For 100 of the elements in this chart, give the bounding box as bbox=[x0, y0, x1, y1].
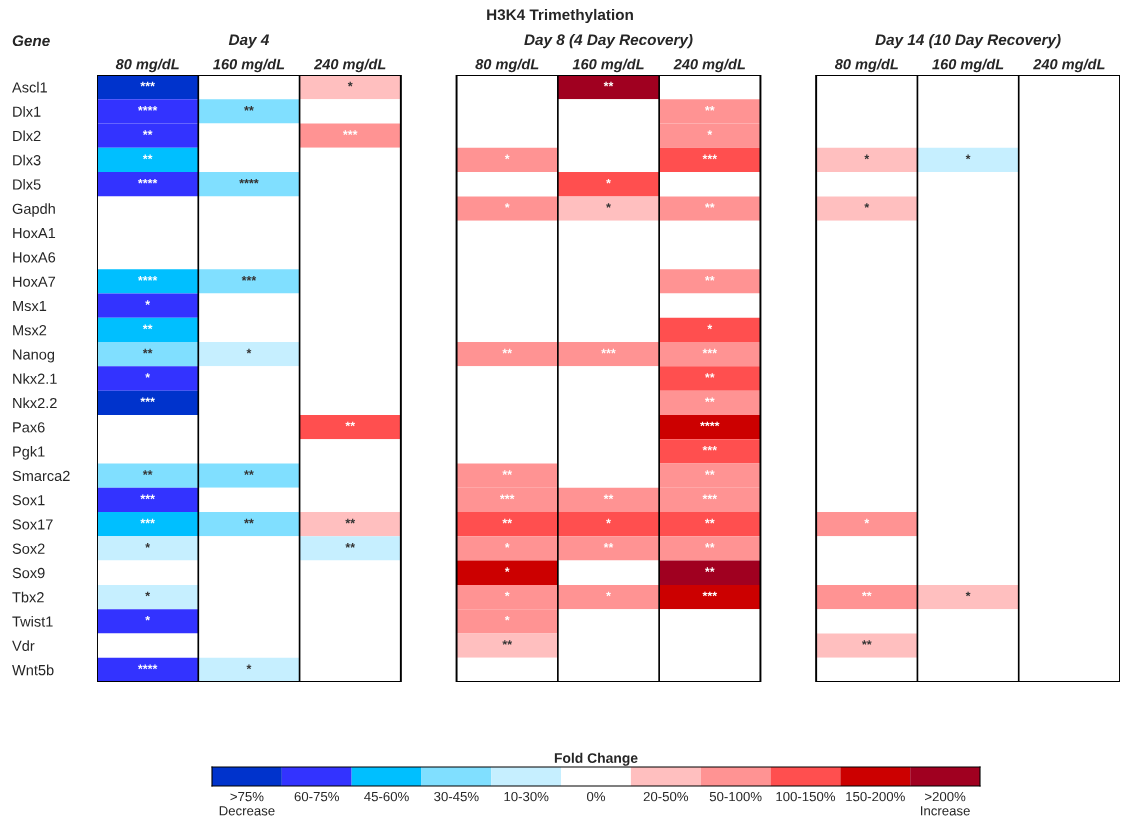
data-label: * bbox=[864, 154, 870, 160]
data-label: ** bbox=[502, 640, 513, 645]
color-bar-title: Fold Change bbox=[554, 752, 638, 766]
x-tick-label: 80 mg/dL bbox=[475, 58, 539, 73]
y-tick-label: Msx2 bbox=[13, 325, 47, 336]
data-label: ** bbox=[142, 154, 153, 160]
data-label: * bbox=[707, 130, 713, 135]
y-tick-label: Dlx3 bbox=[13, 154, 41, 166]
y-tick-label: Ascl1 bbox=[12, 81, 47, 93]
data-label: ** bbox=[345, 421, 356, 427]
data-label: ** bbox=[502, 348, 513, 354]
data-label: * bbox=[145, 591, 151, 597]
x-tick-label: 160 mg/dL bbox=[213, 58, 285, 73]
data-label: **** bbox=[137, 178, 158, 184]
y-tick-label: Sox2 bbox=[12, 543, 45, 554]
data-label: ** bbox=[142, 348, 153, 354]
data-label: ** bbox=[142, 470, 153, 475]
data-label: *** bbox=[702, 591, 718, 597]
y-tick-label: HoxA7 bbox=[13, 276, 56, 287]
data-label: * bbox=[504, 591, 510, 597]
data-label: * bbox=[145, 615, 151, 621]
y-tick-label: Twist1 bbox=[12, 616, 53, 627]
data-label: * bbox=[145, 373, 151, 378]
data-label: ** bbox=[704, 397, 715, 403]
data-label: * bbox=[864, 518, 870, 524]
y-tick-label: Dlx5 bbox=[13, 178, 41, 190]
y-tick-label: Tbx2 bbox=[12, 591, 44, 603]
x-tick-label: 160 mg/dL bbox=[932, 58, 1004, 73]
data-label: *** bbox=[140, 397, 155, 403]
x-tick-label: 160 mg/dL bbox=[572, 58, 644, 73]
data-label: **** bbox=[700, 421, 720, 427]
data-label: *** bbox=[702, 348, 718, 354]
data-label: *** bbox=[140, 494, 155, 500]
data-label: ** bbox=[603, 543, 614, 548]
y-tick-label: Msx1 bbox=[13, 300, 47, 312]
color-bar-label: >200% Increase bbox=[921, 791, 970, 816]
color-bar-label: 10-30% bbox=[504, 791, 549, 802]
data-label: ** bbox=[704, 106, 715, 111]
data-label: ** bbox=[244, 470, 254, 475]
data-label: ** bbox=[502, 518, 513, 524]
y-tick-label: Pgk1 bbox=[13, 446, 45, 460]
data-label: *** bbox=[601, 348, 616, 354]
color-bar-label: 45-60% bbox=[364, 791, 409, 802]
y-tick-label: Vdr bbox=[12, 640, 35, 652]
data-label: **** bbox=[137, 664, 158, 670]
data-label: * bbox=[606, 591, 611, 597]
data-label: ** bbox=[861, 640, 872, 645]
data-label: *** bbox=[342, 130, 358, 135]
data-label: ** bbox=[704, 373, 715, 378]
data-label: * bbox=[606, 518, 611, 524]
chart-title: H3K4 Trimethylation bbox=[487, 8, 633, 24]
y-tick-label: Smarca2 bbox=[12, 470, 70, 482]
y-tick-label: HoxA6 bbox=[13, 252, 56, 263]
x-tick-label: 80 mg/dL bbox=[834, 58, 898, 73]
data-label: *** bbox=[499, 494, 515, 500]
data-label: *** bbox=[140, 518, 155, 524]
data-label: ** bbox=[704, 543, 715, 548]
data-label: **** bbox=[239, 178, 259, 184]
data-label: ** bbox=[142, 130, 153, 135]
data-label: ** bbox=[244, 106, 254, 111]
data-label: * bbox=[504, 154, 510, 160]
data-label: **** bbox=[137, 276, 158, 281]
x-tick-label: 240 mg/dL bbox=[673, 58, 745, 73]
y-tick-label: Nkx2.2 bbox=[13, 397, 57, 409]
data-label: ** bbox=[704, 518, 715, 524]
color-bar-label: 50-100% bbox=[709, 791, 762, 802]
data-label: ** bbox=[704, 276, 715, 281]
data-label: *** bbox=[702, 154, 718, 160]
data-label: * bbox=[965, 591, 971, 597]
y-axis-title: Gene bbox=[12, 35, 50, 47]
data-label: *** bbox=[702, 445, 718, 451]
data-label: * bbox=[145, 300, 151, 305]
data-label: * bbox=[864, 203, 870, 208]
y-tick-label: Gapdh bbox=[12, 203, 55, 217]
x-tick-label: 240 mg/dL bbox=[1033, 58, 1105, 73]
data-label: *** bbox=[702, 494, 718, 500]
text: Day 14 (10 Day Recovery) bbox=[875, 33, 1061, 49]
data-label: * bbox=[504, 567, 510, 573]
data-label: ** bbox=[704, 567, 715, 573]
data-label: ** bbox=[502, 470, 513, 475]
data-label: * bbox=[246, 348, 252, 354]
data-label: ** bbox=[603, 494, 614, 500]
data-label: * bbox=[347, 81, 353, 87]
y-tick-label: Dlx2 bbox=[13, 130, 41, 141]
x-tick-label: 80 mg/dL bbox=[115, 58, 179, 73]
color-bar-label: 60-75% bbox=[294, 791, 339, 802]
data-label: ** bbox=[704, 203, 715, 208]
y-tick-label: Nkx2.1 bbox=[13, 373, 57, 384]
color-bar-label: 20-50% bbox=[643, 791, 689, 802]
data-label: ** bbox=[704, 470, 715, 475]
text: Day 4 bbox=[228, 34, 270, 49]
y-tick-label: Sox1 bbox=[12, 495, 45, 506]
data-label: * bbox=[504, 203, 510, 208]
color-bar-label: 150-200% bbox=[846, 791, 905, 802]
data-label: * bbox=[606, 203, 611, 208]
y-tick-label: HoxA1 bbox=[13, 228, 56, 239]
data-label: ** bbox=[345, 543, 356, 548]
data-label: ** bbox=[345, 518, 356, 524]
y-tick-label: Pax6 bbox=[13, 422, 45, 433]
data-label: * bbox=[145, 543, 151, 548]
